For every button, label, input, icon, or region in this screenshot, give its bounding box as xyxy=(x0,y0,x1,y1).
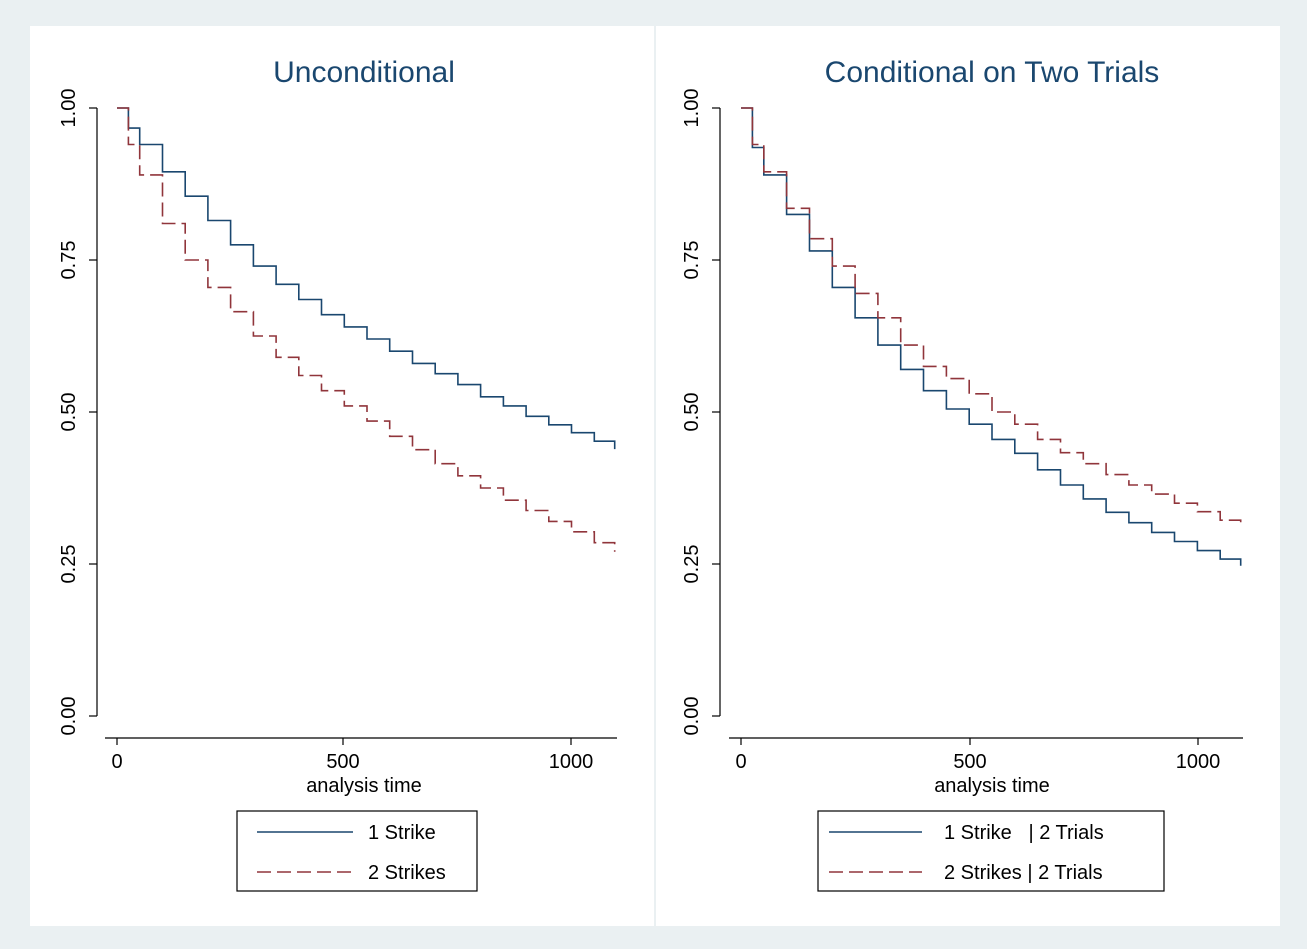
panel-1-y-tick-label: 0.50 xyxy=(58,393,80,432)
panel-1-y-tick-label: 0.75 xyxy=(58,241,80,280)
panel-2-x-tick-label: 500 xyxy=(953,751,986,773)
panel-2-y-tick-label: 0.00 xyxy=(681,697,703,736)
panel-2-title: Conditional on Two Trials xyxy=(825,56,1160,89)
panel-1-title: Unconditional xyxy=(273,56,455,89)
panel-1-x-axis-label: analysis time xyxy=(306,775,422,797)
panel-2-legend-label-1: 1 Strike | 2 Trials xyxy=(944,822,1104,844)
panel-1-series-1-line xyxy=(117,107,616,450)
panel-1-legend-label-2: 2 Strikes xyxy=(368,862,446,884)
panel-2-x-axis-label: analysis time xyxy=(934,775,1050,797)
panel-2-y-tick-label: 1.00 xyxy=(681,89,703,128)
panel-2-y-tick-label: 0.50 xyxy=(681,393,703,432)
panel-1-y-tick-label: 0.00 xyxy=(58,697,80,736)
panel-1-background xyxy=(30,26,654,926)
panel-2-y-tick-label: 0.25 xyxy=(681,545,703,584)
panel-2-y-tick-label: 0.75 xyxy=(681,241,703,280)
panel-2-legend-label-2: 2 Strikes | 2 Trials xyxy=(944,862,1103,884)
panel-1-y-tick-label: 0.25 xyxy=(58,545,80,584)
panel-1-x-tick-label: 0 xyxy=(111,751,122,773)
panel-2-background xyxy=(656,26,1280,926)
panel-2-x-tick-label: 0 xyxy=(735,751,746,773)
panel-2-series-2-line xyxy=(741,107,1242,528)
panel-1-x-tick-label: 500 xyxy=(326,751,359,773)
panel-1-y-tick-label: 1.00 xyxy=(58,89,80,128)
panel-1-legend-label-1: 1 Strike xyxy=(368,822,436,844)
panel-2-series-1-line xyxy=(741,107,1242,566)
panel-2-legend xyxy=(817,810,1165,892)
panel-1-series-2-line xyxy=(117,107,616,552)
panel-2-x-tick-label: 1000 xyxy=(1176,751,1221,773)
panel-1-x-tick-label: 1000 xyxy=(549,751,594,773)
panel-1-legend xyxy=(236,810,478,892)
